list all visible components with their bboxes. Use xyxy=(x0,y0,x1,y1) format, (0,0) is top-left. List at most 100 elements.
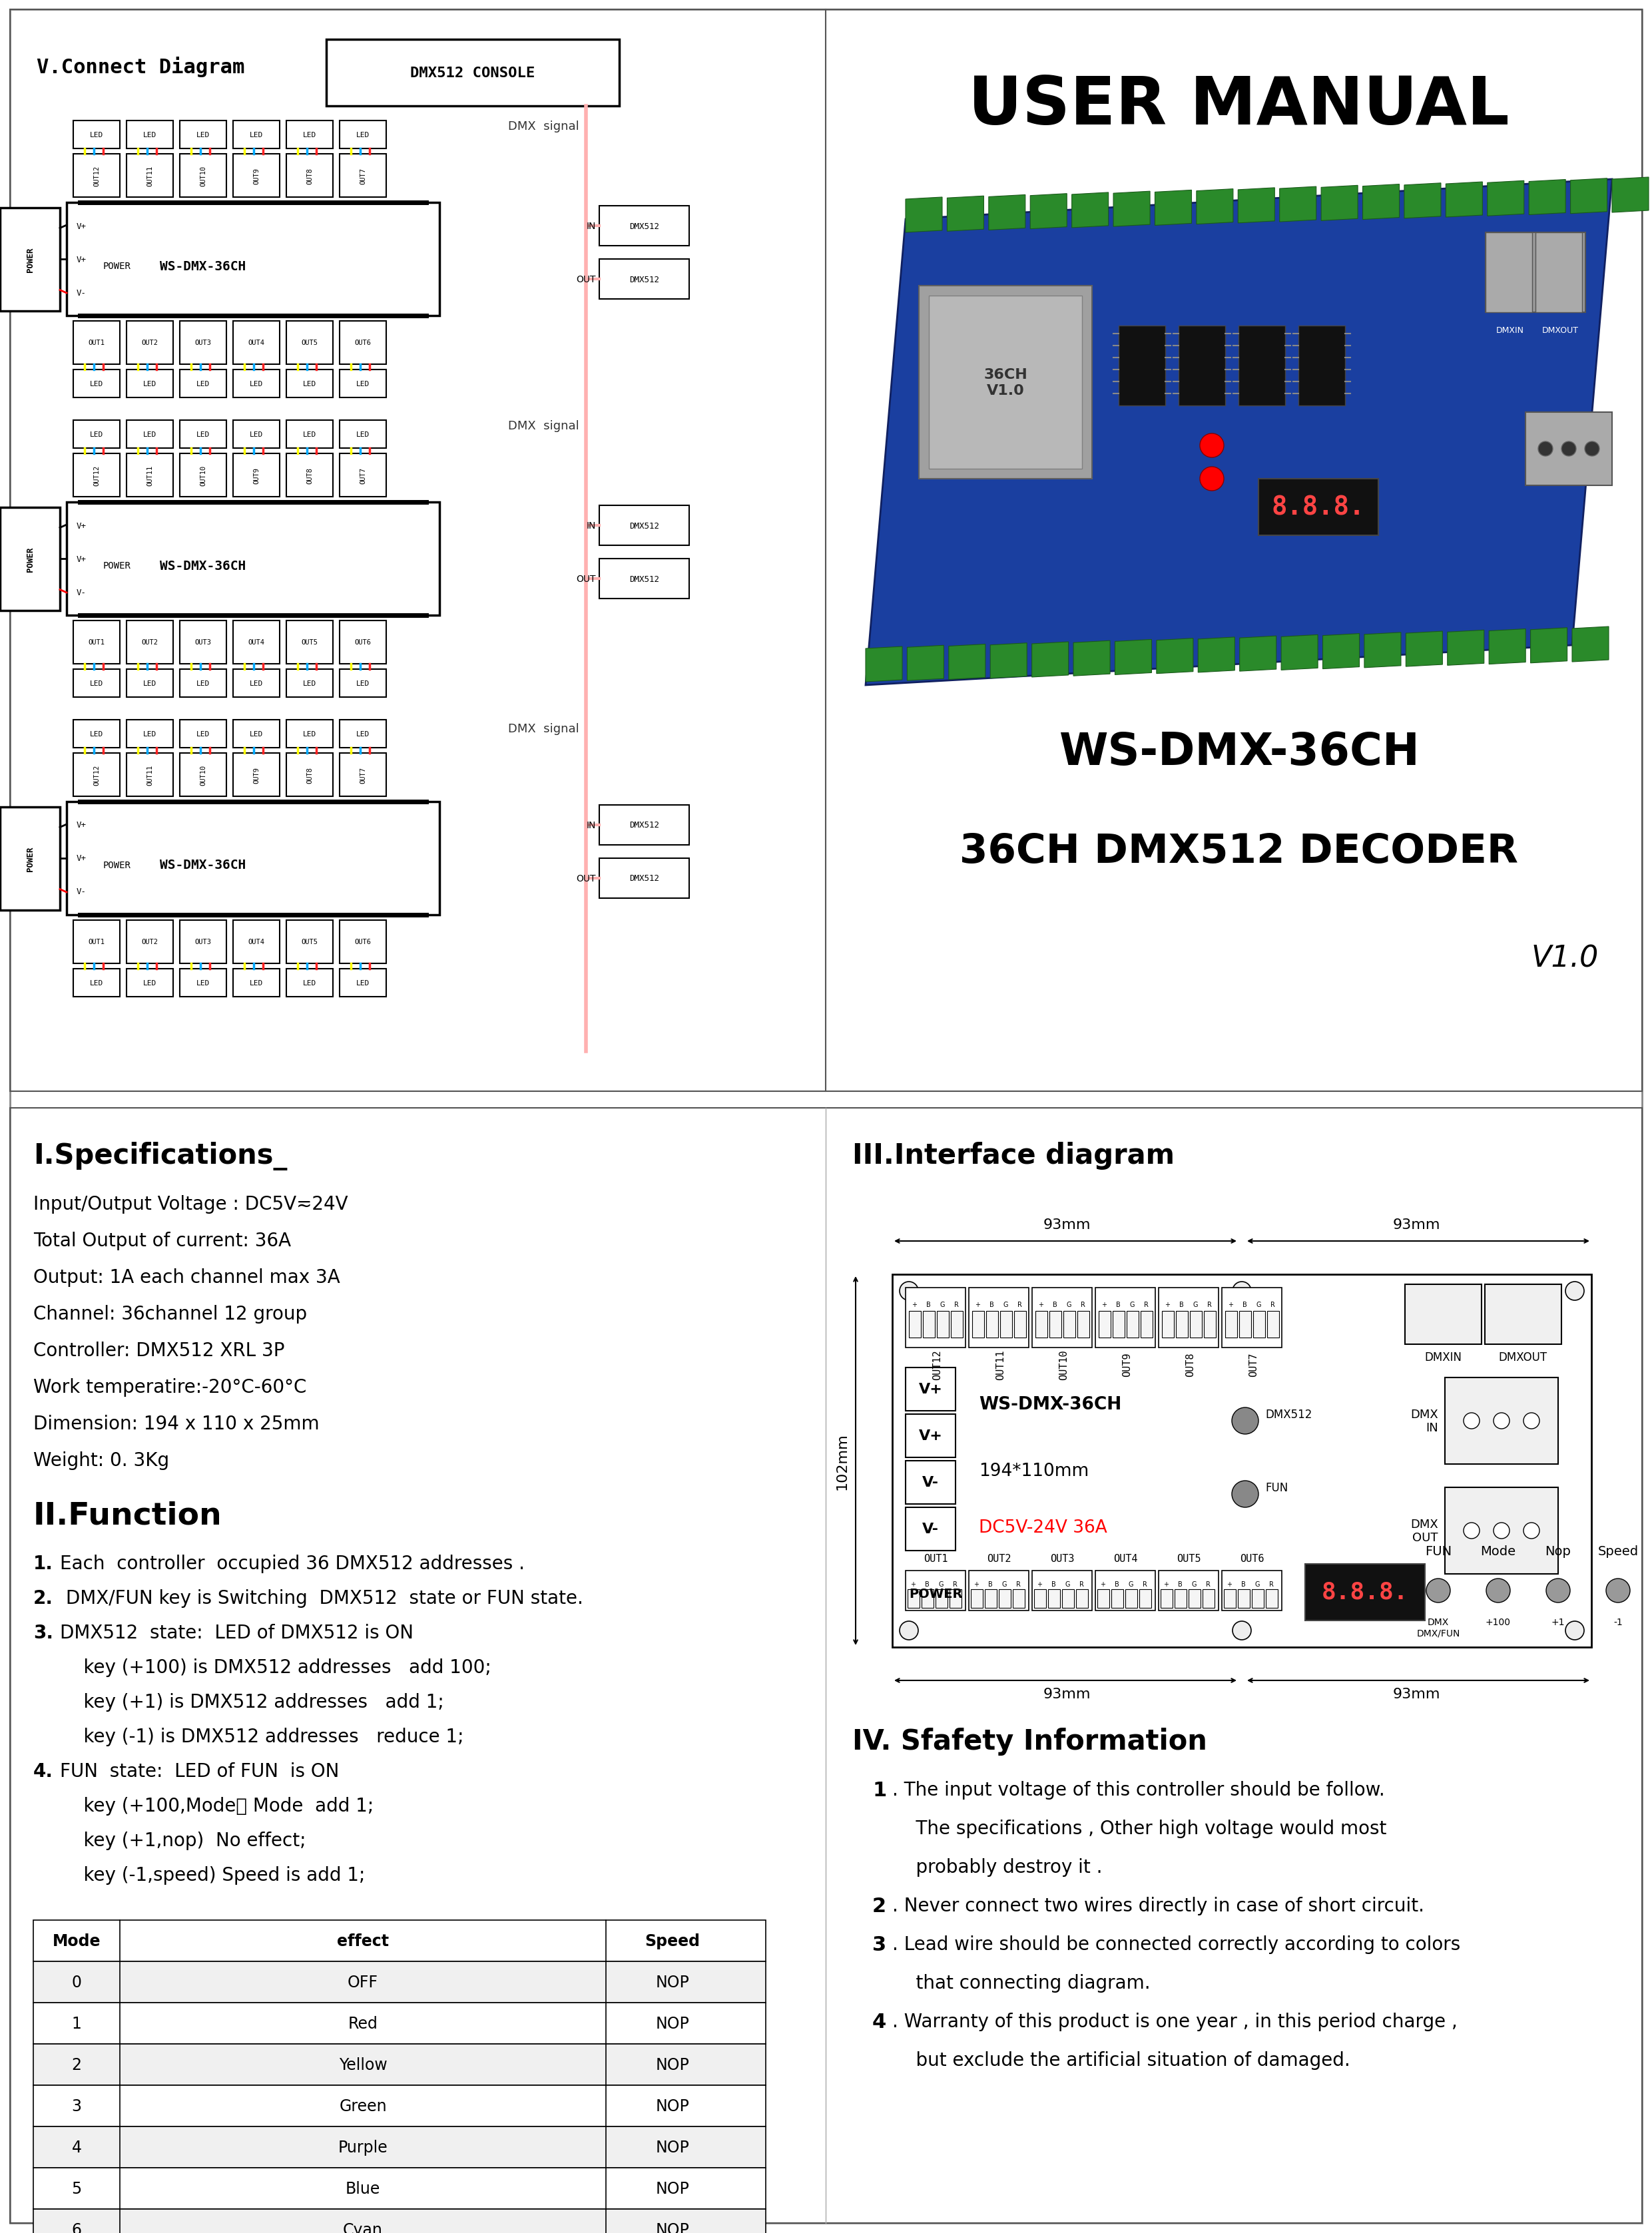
Text: OUT7: OUT7 xyxy=(360,167,367,185)
Bar xyxy=(985,1590,996,1608)
Bar xyxy=(286,969,334,996)
Bar xyxy=(1140,1311,1153,1338)
Text: NOP: NOP xyxy=(656,2179,689,2197)
Bar xyxy=(33,2168,767,2208)
Bar xyxy=(1049,1311,1061,1338)
Text: . Lead wire should be connected correctly according to colors: . Lead wire should be connected correctl… xyxy=(892,1934,1460,1954)
Bar xyxy=(1254,1311,1265,1338)
Text: 1: 1 xyxy=(872,1780,887,1800)
Text: 36CH DMX512 DECODER: 36CH DMX512 DECODER xyxy=(960,833,1518,871)
Text: OUT: OUT xyxy=(577,873,596,884)
Polygon shape xyxy=(907,645,943,681)
Bar xyxy=(919,286,1092,480)
Polygon shape xyxy=(1573,627,1609,663)
Text: R: R xyxy=(1016,1581,1021,1588)
Text: 8.8.8.: 8.8.8. xyxy=(1322,1581,1409,1603)
Polygon shape xyxy=(988,194,1026,230)
Text: V-: V- xyxy=(76,587,86,596)
Bar xyxy=(180,670,226,697)
Bar xyxy=(33,2003,767,2043)
Text: NOP: NOP xyxy=(656,1974,689,1990)
Text: G: G xyxy=(938,1581,943,1588)
Text: key (+100,Mode） Mode  add 1;: key (+100,Mode） Mode add 1; xyxy=(59,1795,373,1815)
Bar xyxy=(986,1311,998,1338)
Bar xyxy=(1140,1590,1151,1608)
Bar xyxy=(127,371,173,397)
Bar xyxy=(180,371,226,397)
Bar xyxy=(1535,232,1583,313)
Text: 93mm: 93mm xyxy=(1393,1217,1441,1230)
Text: G: G xyxy=(1130,1302,1135,1309)
Circle shape xyxy=(1232,1480,1259,1507)
Circle shape xyxy=(1584,442,1599,456)
Text: OUT9: OUT9 xyxy=(253,467,259,485)
Text: G: G xyxy=(1001,1581,1006,1588)
Bar xyxy=(180,753,226,797)
Text: Red: Red xyxy=(349,2016,378,2032)
Text: LED: LED xyxy=(302,431,317,438)
Bar xyxy=(1259,480,1378,536)
Text: LED: LED xyxy=(144,380,157,386)
Text: DMX512: DMX512 xyxy=(629,523,659,529)
Text: DMX512: DMX512 xyxy=(629,875,659,882)
Bar xyxy=(905,1570,965,1610)
Polygon shape xyxy=(1113,192,1150,228)
Text: Speed: Speed xyxy=(644,1934,700,1949)
Circle shape xyxy=(1493,1523,1510,1539)
Text: 1.: 1. xyxy=(33,1554,53,1572)
Text: LED: LED xyxy=(89,132,104,138)
Text: LED: LED xyxy=(144,431,157,438)
Text: DMX
DMX/FUN: DMX DMX/FUN xyxy=(1416,1617,1460,1637)
Bar xyxy=(286,420,334,449)
Polygon shape xyxy=(1323,634,1360,670)
Text: R: R xyxy=(953,1302,958,1309)
Bar xyxy=(0,806,59,911)
Bar xyxy=(286,753,334,797)
Text: Speed: Speed xyxy=(1597,1545,1639,1556)
Text: DMXOUT: DMXOUT xyxy=(1498,1351,1548,1362)
Bar xyxy=(73,154,121,199)
Bar xyxy=(127,753,173,797)
Bar xyxy=(10,9,1642,1092)
Text: The specifications , Other high voltage would most: The specifications , Other high voltage … xyxy=(892,1820,1386,1838)
Bar xyxy=(286,121,334,150)
Circle shape xyxy=(1538,442,1553,456)
Text: LED: LED xyxy=(89,730,104,737)
Text: R: R xyxy=(1206,1581,1211,1588)
Text: Input/Output Voltage : DC5V≂24V: Input/Output Voltage : DC5V≂24V xyxy=(33,1195,349,1213)
Text: R: R xyxy=(1143,1302,1148,1309)
Text: V+: V+ xyxy=(76,523,86,529)
Text: +1: +1 xyxy=(1551,1617,1564,1626)
Bar xyxy=(892,1275,1591,1648)
Polygon shape xyxy=(1612,179,1649,212)
Bar xyxy=(233,621,279,663)
Text: Controller: DMX512 XRL 3P: Controller: DMX512 XRL 3P xyxy=(33,1342,284,1360)
Bar xyxy=(0,507,59,610)
Text: DMX512: DMX512 xyxy=(629,574,659,583)
Bar xyxy=(286,322,334,364)
Bar xyxy=(233,453,279,498)
Text: Each  controller  occupied 36 DMX512 addresses .: Each controller occupied 36 DMX512 addre… xyxy=(59,1554,525,1572)
Text: OUT1: OUT1 xyxy=(923,1554,948,1563)
Text: LED: LED xyxy=(197,730,210,737)
Bar xyxy=(33,2208,767,2233)
Text: OUT12: OUT12 xyxy=(93,464,99,487)
Bar xyxy=(127,322,173,364)
Bar xyxy=(340,670,387,697)
Text: DMX512: DMX512 xyxy=(629,822,659,831)
Bar xyxy=(180,721,226,748)
Bar xyxy=(1062,1590,1074,1608)
Text: B: B xyxy=(1051,1581,1056,1588)
Text: +: + xyxy=(1100,1581,1105,1588)
Polygon shape xyxy=(1032,643,1069,677)
Bar xyxy=(233,753,279,797)
Text: LED: LED xyxy=(357,431,370,438)
Bar xyxy=(327,40,620,107)
Text: V+: V+ xyxy=(76,255,86,263)
Bar xyxy=(922,1590,933,1608)
Bar xyxy=(1158,1570,1219,1610)
Polygon shape xyxy=(947,197,983,232)
Text: Total Output of current: 36A: Total Output of current: 36A xyxy=(33,1230,291,1250)
Text: LED: LED xyxy=(249,980,263,987)
Text: OUT3: OUT3 xyxy=(195,339,211,346)
